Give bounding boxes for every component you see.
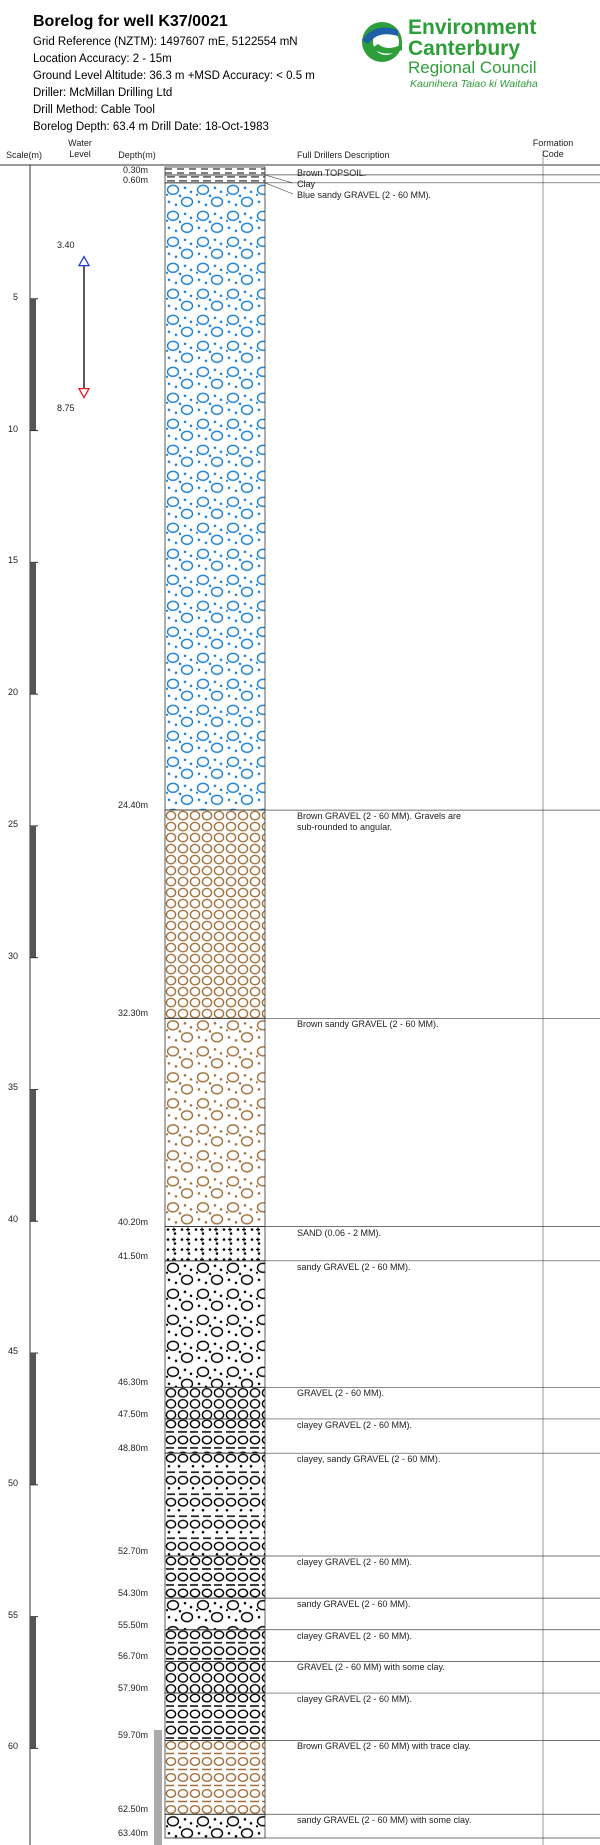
layer-description: GRAVEL (2 - 60 MM). [297, 1388, 385, 1399]
depth-label: 54.30m [117, 1588, 148, 1599]
header-line: Driller: McMillan Drilling Ltd [33, 87, 173, 99]
depth-label: 52.70m [117, 1545, 148, 1556]
layer-description: sandy GRAVEL (2 - 60 MM). [297, 1599, 411, 1610]
depth-label: 24.40m [117, 800, 148, 811]
logo-icon [362, 22, 402, 62]
layer-fill [164, 1386, 266, 1420]
layer-description: Brown TOPSOIL. [297, 168, 367, 178]
logo-text: Canterbury [408, 37, 521, 60]
water-level-top [77, 255, 91, 267]
logo-text: Kaunihera Taiao ki Waitaha [410, 78, 538, 90]
logo-text: Environment [408, 16, 537, 39]
depth-label: 63.40m [117, 1828, 148, 1838]
layer-fill [164, 1226, 266, 1262]
scale-tick-label: 60 [7, 1741, 18, 1752]
column-header: Formation Code [532, 138, 574, 159]
scale-tick-label: 55 [7, 1609, 18, 1620]
layer-description: Brown GRAVEL (2 - 60 MM) with trace clay… [297, 1741, 471, 1752]
scale-band [30, 1089, 36, 1222]
water-level-label: 8.75 [57, 402, 75, 413]
layer-description: GRAVEL (2 - 60 MM) with some clay. [297, 1662, 445, 1673]
depth-label: 40.20m [117, 1216, 148, 1227]
screen [154, 1730, 162, 1845]
water-level-label: 3.40 [57, 239, 75, 250]
layer-description: clayey GRAVEL (2 - 60 MM). [297, 1630, 413, 1641]
header-line: Grid Reference (NZTM): 1497607 mE, 51225… [33, 36, 298, 48]
layer-description: sandy GRAVEL (2 - 60 MM) with some clay. [297, 1815, 472, 1826]
title: Borelog for well K37/0021 [33, 13, 228, 30]
scale-tick-label: 10 [7, 423, 18, 434]
depth-label: 47.50m [117, 1408, 148, 1419]
layer-fill [164, 1692, 266, 1741]
column-header: Full Drillers Description [297, 150, 390, 160]
depth-label: 48.80m [117, 1443, 148, 1454]
scale-band [30, 1353, 36, 1485]
layer-description: Brown sandy GRAVEL (2 - 60 MM). [297, 1019, 439, 1030]
layer-fill [164, 1740, 266, 1815]
layer-fill [164, 1813, 266, 1839]
column-header: Scale(m) [5, 150, 42, 160]
scale-tick-label: 50 [7, 1477, 18, 1488]
layer-fill [164, 166, 266, 176]
scale-band [30, 562, 36, 695]
layer-fill [164, 1555, 266, 1599]
scale-tick-label: 20 [7, 687, 18, 698]
layer-description: SAND (0.06 - 2 MM). [297, 1227, 382, 1238]
layer-fill [164, 809, 266, 1019]
layer-description: Brown GRAVEL (2 - 60 MM). Gravels are su… [297, 811, 462, 833]
column-header: Depth(m) [118, 150, 156, 160]
depth-label: 62.50m [117, 1804, 148, 1815]
scale-band [30, 825, 36, 958]
layer-description: clayey, sandy GRAVEL (2 - 60 MM). [297, 1454, 441, 1465]
layer-fill [164, 1661, 266, 1694]
layer-fill [164, 1452, 266, 1557]
header-line: Borelog Depth: 63.4 m Drill Date: 18-Oct… [33, 121, 269, 133]
depth-label: 0.60m [122, 174, 148, 185]
layer-fill [164, 1017, 266, 1227]
depth-label: 0.30m [122, 164, 148, 175]
scale-tick-label: 45 [7, 1346, 18, 1357]
scale-tick-label: 35 [7, 1082, 18, 1093]
depth-label: 32.30m [117, 1008, 148, 1019]
header-line: Location Accuracy: 2 - 15m [33, 53, 172, 65]
header-line: Ground Level Altitude: 36.3 m +MSD Accur… [33, 70, 315, 82]
water-level-bottom [77, 387, 91, 399]
scale-tick-label: 15 [7, 555, 18, 566]
column-header: Water Level [68, 138, 92, 159]
depth-label: 56.70m [117, 1651, 148, 1662]
scale-band [30, 298, 36, 431]
layer-fill [164, 1629, 266, 1662]
layer-fill [164, 174, 266, 184]
depth-label: 59.70m [117, 1730, 148, 1741]
scale-tick-label: 40 [7, 1214, 18, 1225]
layer-fill [164, 182, 266, 811]
layer-description: Clay [297, 179, 316, 189]
layer-description: Blue sandy GRAVEL (2 - 60 MM). [297, 190, 432, 200]
scale-tick-label: 25 [7, 818, 18, 829]
depth-label: 46.30m [117, 1377, 148, 1388]
header-line: Drill Method: Cable Tool [33, 104, 155, 116]
scale-band [30, 1616, 36, 1749]
depth-label: 55.50m [117, 1619, 148, 1630]
layer-description: clayey GRAVEL (2 - 60 MM). [297, 1419, 413, 1430]
logo-text: Regional Council [408, 58, 537, 77]
scale-tick-label: 5 [12, 291, 18, 302]
layer-fill [164, 1260, 266, 1388]
depth-label: 57.90m [117, 1683, 148, 1694]
scale-tick-label: 30 [7, 950, 18, 961]
layer-description: sandy GRAVEL (2 - 60 MM). [297, 1261, 411, 1272]
layer-fill [164, 1597, 266, 1631]
leader-line [264, 174, 294, 184]
depth-label: 41.50m [117, 1250, 148, 1261]
layer-description: clayey GRAVEL (2 - 60 MM). [297, 1694, 413, 1705]
layer-fill [164, 1418, 266, 1454]
leader-line [264, 182, 294, 195]
layer-description: clayey GRAVEL (2 - 60 MM). [297, 1556, 413, 1567]
